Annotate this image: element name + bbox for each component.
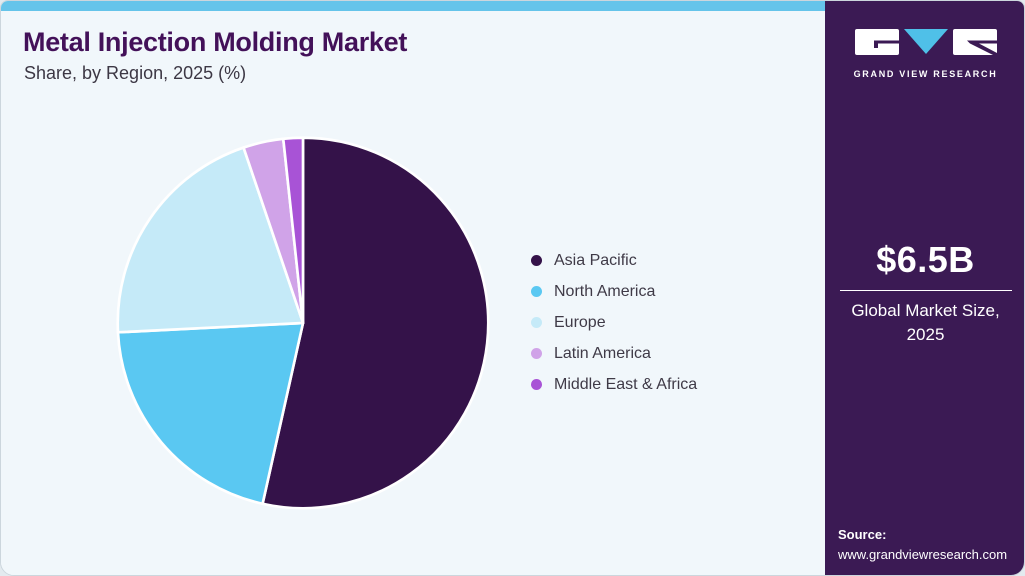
legend-label: North America: [554, 282, 656, 300]
legend-item: Latin America: [531, 338, 697, 369]
chart-legend: Asia Pacific North America Europe Latin …: [531, 245, 697, 400]
page-title: Metal Injection Molding Market: [23, 27, 408, 57]
gvr-logo: GRAND VIEW RESEARCH: [825, 27, 1024, 79]
legend-dot-icon: [531, 255, 542, 266]
legend-item: Europe: [531, 307, 697, 338]
legend-dot-icon: [531, 348, 542, 359]
legend-dot-icon: [531, 286, 542, 297]
legend-dot-icon: [531, 317, 542, 328]
market-size-block: $6.5B Global Market Size, 2025: [825, 239, 1024, 347]
market-size-value: $6.5B: [876, 239, 975, 280]
legend-label: Asia Pacific: [554, 251, 637, 269]
logo-v-triangle-icon: [903, 29, 948, 54]
logo-wordmark: GRAND VIEW RESEARCH: [853, 69, 998, 79]
pie-chart: [113, 133, 493, 513]
market-size-label: Global Market Size, 2025: [851, 301, 1000, 344]
legend-label: Latin America: [554, 344, 651, 362]
pie-slice: [116, 321, 305, 506]
legend-item: Middle East & Africa: [531, 369, 697, 400]
chart-subtitle: Share, by Region, 2025 (%): [24, 63, 247, 83]
chart-panel: Metal Injection Molding Market Share, by…: [1, 1, 825, 575]
source-label: Source:: [838, 527, 887, 542]
legend-label: Europe: [554, 313, 606, 331]
top-accent-bar: [1, 1, 825, 11]
source-block: Source: www.grandviewresearch.com: [838, 525, 1007, 564]
pie-slice: [261, 136, 490, 510]
gvr-logo-icon: [854, 29, 997, 55]
legend-label: Middle East & Africa: [554, 375, 698, 393]
legend-item: Asia Pacific: [531, 245, 697, 276]
legend-dot-icon: [531, 379, 542, 390]
brand-sidebar: GRAND VIEW RESEARCH $6.5B Global Market …: [825, 1, 1024, 575]
pie-chart-svg: [116, 136, 490, 510]
source-url: www.grandviewresearch.com: [838, 546, 1008, 562]
pie-slice: [281, 136, 305, 325]
legend-item: North America: [531, 276, 697, 307]
pie-slice: [116, 146, 305, 334]
divider: [839, 290, 1012, 291]
